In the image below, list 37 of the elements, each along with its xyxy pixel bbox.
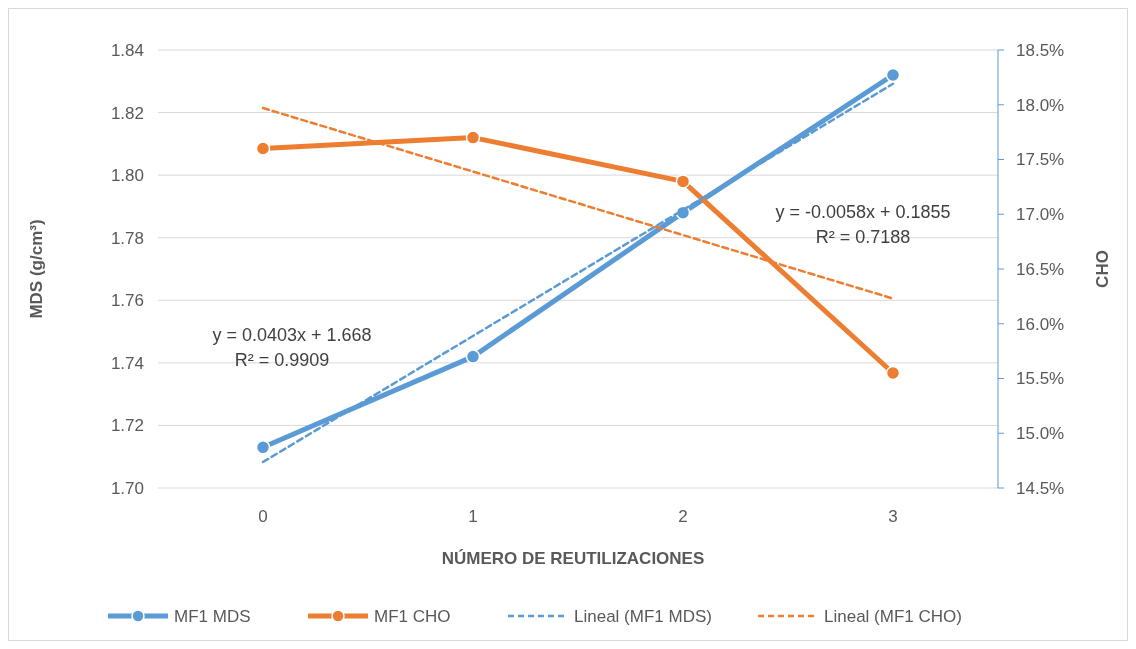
y2-tick-label: 14.5% xyxy=(1016,478,1065,498)
legend-label: MF1 MDS xyxy=(174,606,251,626)
y2-tick-label: 15.5% xyxy=(1016,369,1065,389)
y-tick-label: 1.70 xyxy=(110,478,144,498)
annotation: y = 0.0403x + 1.668 R² = 0.9909 xyxy=(212,325,372,370)
x-axis-title: NÚMERO DE REUTILIZACIONES xyxy=(441,549,705,568)
point xyxy=(675,174,691,189)
y2-tick-label: 16.0% xyxy=(1016,314,1065,334)
point xyxy=(465,130,481,145)
y-tick-label: 1.74 xyxy=(110,353,144,373)
y-tick-label: 1.78 xyxy=(110,228,144,248)
point xyxy=(255,141,271,156)
annotation: y = -0.0058x + 0.1855 R² = 0.7188 xyxy=(775,202,951,247)
y2-tick-label: 17.0% xyxy=(1016,205,1065,225)
y-tick-label: 1.80 xyxy=(110,166,144,186)
y2-tick-label: 18.0% xyxy=(1016,95,1065,115)
y-tick-label: 1.84 xyxy=(110,40,144,60)
y2-axis-title: CHO xyxy=(1093,250,1112,288)
legend-label: Lineal (MF1 CHO) xyxy=(824,606,962,626)
point xyxy=(885,67,901,83)
x-tick-label: 2 xyxy=(678,507,688,526)
x-tick-label: 1 xyxy=(468,507,478,526)
y2-tick-label: 17.5% xyxy=(1016,150,1065,170)
y2-tick-label: 16.5% xyxy=(1016,259,1065,279)
y-tick-label: 1.76 xyxy=(110,291,144,311)
x-tick-label: 3 xyxy=(888,507,898,526)
legend-label: MF1 CHO xyxy=(374,606,451,626)
legend-label: Lineal (MF1 MDS) xyxy=(574,606,712,626)
point xyxy=(885,365,901,381)
x-tick-label: 0 xyxy=(258,507,268,526)
y2-tick-label: 15.0% xyxy=(1016,424,1065,444)
point xyxy=(255,440,271,455)
y2-tick-label: 18.5% xyxy=(1016,40,1065,60)
y-axis-title: MDS (g/cm³) xyxy=(27,219,46,319)
point xyxy=(465,349,481,364)
y-tick-label: 1.72 xyxy=(110,416,144,436)
y-tick-label: 1.82 xyxy=(110,103,144,123)
